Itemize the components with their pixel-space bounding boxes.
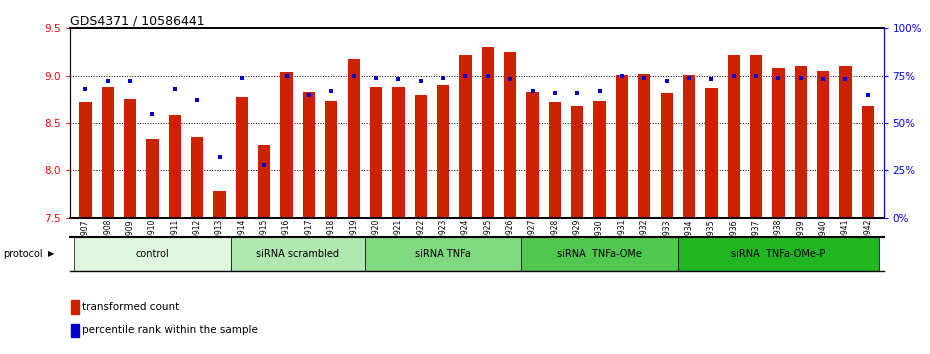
Text: siRNA TNFa: siRNA TNFa xyxy=(415,249,471,259)
Text: siRNA  TNFa-OMe-P: siRNA TNFa-OMe-P xyxy=(731,249,826,259)
Bar xyxy=(571,106,583,218)
Bar xyxy=(124,99,137,218)
Bar xyxy=(348,59,360,218)
Bar xyxy=(72,324,79,337)
Bar xyxy=(326,101,338,218)
Text: siRNA scrambled: siRNA scrambled xyxy=(257,249,339,259)
Bar xyxy=(235,97,248,218)
Bar xyxy=(392,87,405,218)
Bar xyxy=(303,92,315,218)
Bar xyxy=(482,47,494,218)
Bar xyxy=(146,139,159,218)
Bar xyxy=(660,93,672,218)
Bar xyxy=(459,55,472,218)
Text: control: control xyxy=(136,249,169,259)
Bar xyxy=(750,55,763,218)
Bar xyxy=(549,102,561,218)
Bar xyxy=(191,137,204,218)
FancyBboxPatch shape xyxy=(522,237,678,271)
Bar xyxy=(101,87,113,218)
Bar xyxy=(437,85,449,218)
Bar xyxy=(705,88,718,218)
Bar xyxy=(504,52,516,218)
Bar xyxy=(794,66,807,218)
Bar xyxy=(638,74,650,218)
Bar xyxy=(772,68,785,218)
Text: ▶: ▶ xyxy=(48,250,55,258)
Bar xyxy=(862,106,874,218)
Text: transformed count: transformed count xyxy=(82,302,179,312)
Text: protocol: protocol xyxy=(3,249,43,259)
Bar xyxy=(415,95,427,218)
Bar xyxy=(168,115,181,218)
Bar xyxy=(593,101,605,218)
Bar xyxy=(259,145,271,218)
Bar xyxy=(526,92,538,218)
Bar xyxy=(79,102,91,218)
Bar xyxy=(683,75,695,218)
Text: siRNA  TNFa-OMe: siRNA TNFa-OMe xyxy=(557,249,642,259)
Bar xyxy=(616,75,628,218)
Bar xyxy=(817,71,830,218)
FancyBboxPatch shape xyxy=(231,237,365,271)
FancyBboxPatch shape xyxy=(74,237,231,271)
Text: GDS4371 / 10586441: GDS4371 / 10586441 xyxy=(70,14,205,27)
Bar xyxy=(213,191,226,218)
Bar xyxy=(72,300,79,314)
Bar xyxy=(281,72,293,218)
Bar xyxy=(840,66,852,218)
Bar xyxy=(727,55,740,218)
Text: percentile rank within the sample: percentile rank within the sample xyxy=(82,325,258,336)
FancyBboxPatch shape xyxy=(365,237,522,271)
FancyBboxPatch shape xyxy=(678,237,879,271)
Bar xyxy=(370,87,382,218)
